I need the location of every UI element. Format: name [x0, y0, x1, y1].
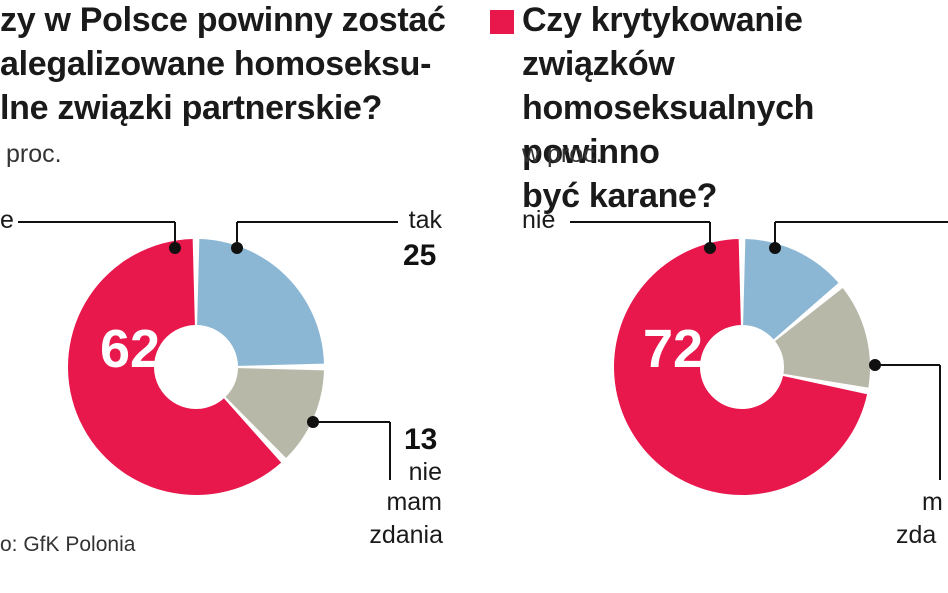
chart-1-value-tak: 25: [403, 239, 437, 272]
slice-nie: [614, 239, 868, 496]
chart-1-value-nie: 62: [100, 319, 161, 379]
slice-nie-mam-zdania: [225, 368, 324, 458]
leader-tak-2-dot: [769, 242, 781, 254]
leader-nie-2-dot: [704, 242, 716, 254]
chart-2-donut: [614, 239, 870, 496]
leader-tak-1-dot: [231, 242, 243, 254]
chart-2-label-nie: nie: [522, 206, 556, 234]
chart-2-label-nmz-3: zda: [896, 521, 937, 549]
chart-2-value-nie: 72: [643, 319, 704, 379]
chart-1-donut: [67, 239, 324, 495]
chart-1-unit: proc.: [6, 140, 62, 168]
chart-1-label-nmz-3: zdania: [369, 521, 443, 549]
slice-tak: [197, 239, 324, 366]
chart-1-title: zy w Polsce powinny zostać alegalizowane…: [0, 1, 446, 127]
leader-nie-1-dot: [169, 242, 181, 254]
slice-tak: [743, 239, 839, 340]
chart-1-value-nmz: 13: [404, 423, 438, 456]
chart-1-leaders: [18, 221, 398, 480]
chart-2-title: Czy krytykowanie związków homoseksualnyc…: [522, 1, 815, 215]
chart-1-label-nmz-2: mam: [386, 488, 442, 516]
chart-1-label-nmz-1: nie: [408, 458, 442, 486]
chart-2-title-marker: [490, 10, 514, 34]
chart-1-source: o: GfK Polonia: [0, 533, 136, 556]
slice-nie-mam-zdania: [775, 288, 870, 388]
chart-2-label-nmz-2: m: [922, 488, 943, 516]
slice-nie: [67, 239, 282, 495]
chart-1-label-nie: e: [0, 206, 14, 234]
chart-2-unit: w proc.: [522, 140, 603, 168]
chart-2-leaders: [570, 221, 948, 480]
chart-1-label-tak: tak: [408, 206, 442, 234]
